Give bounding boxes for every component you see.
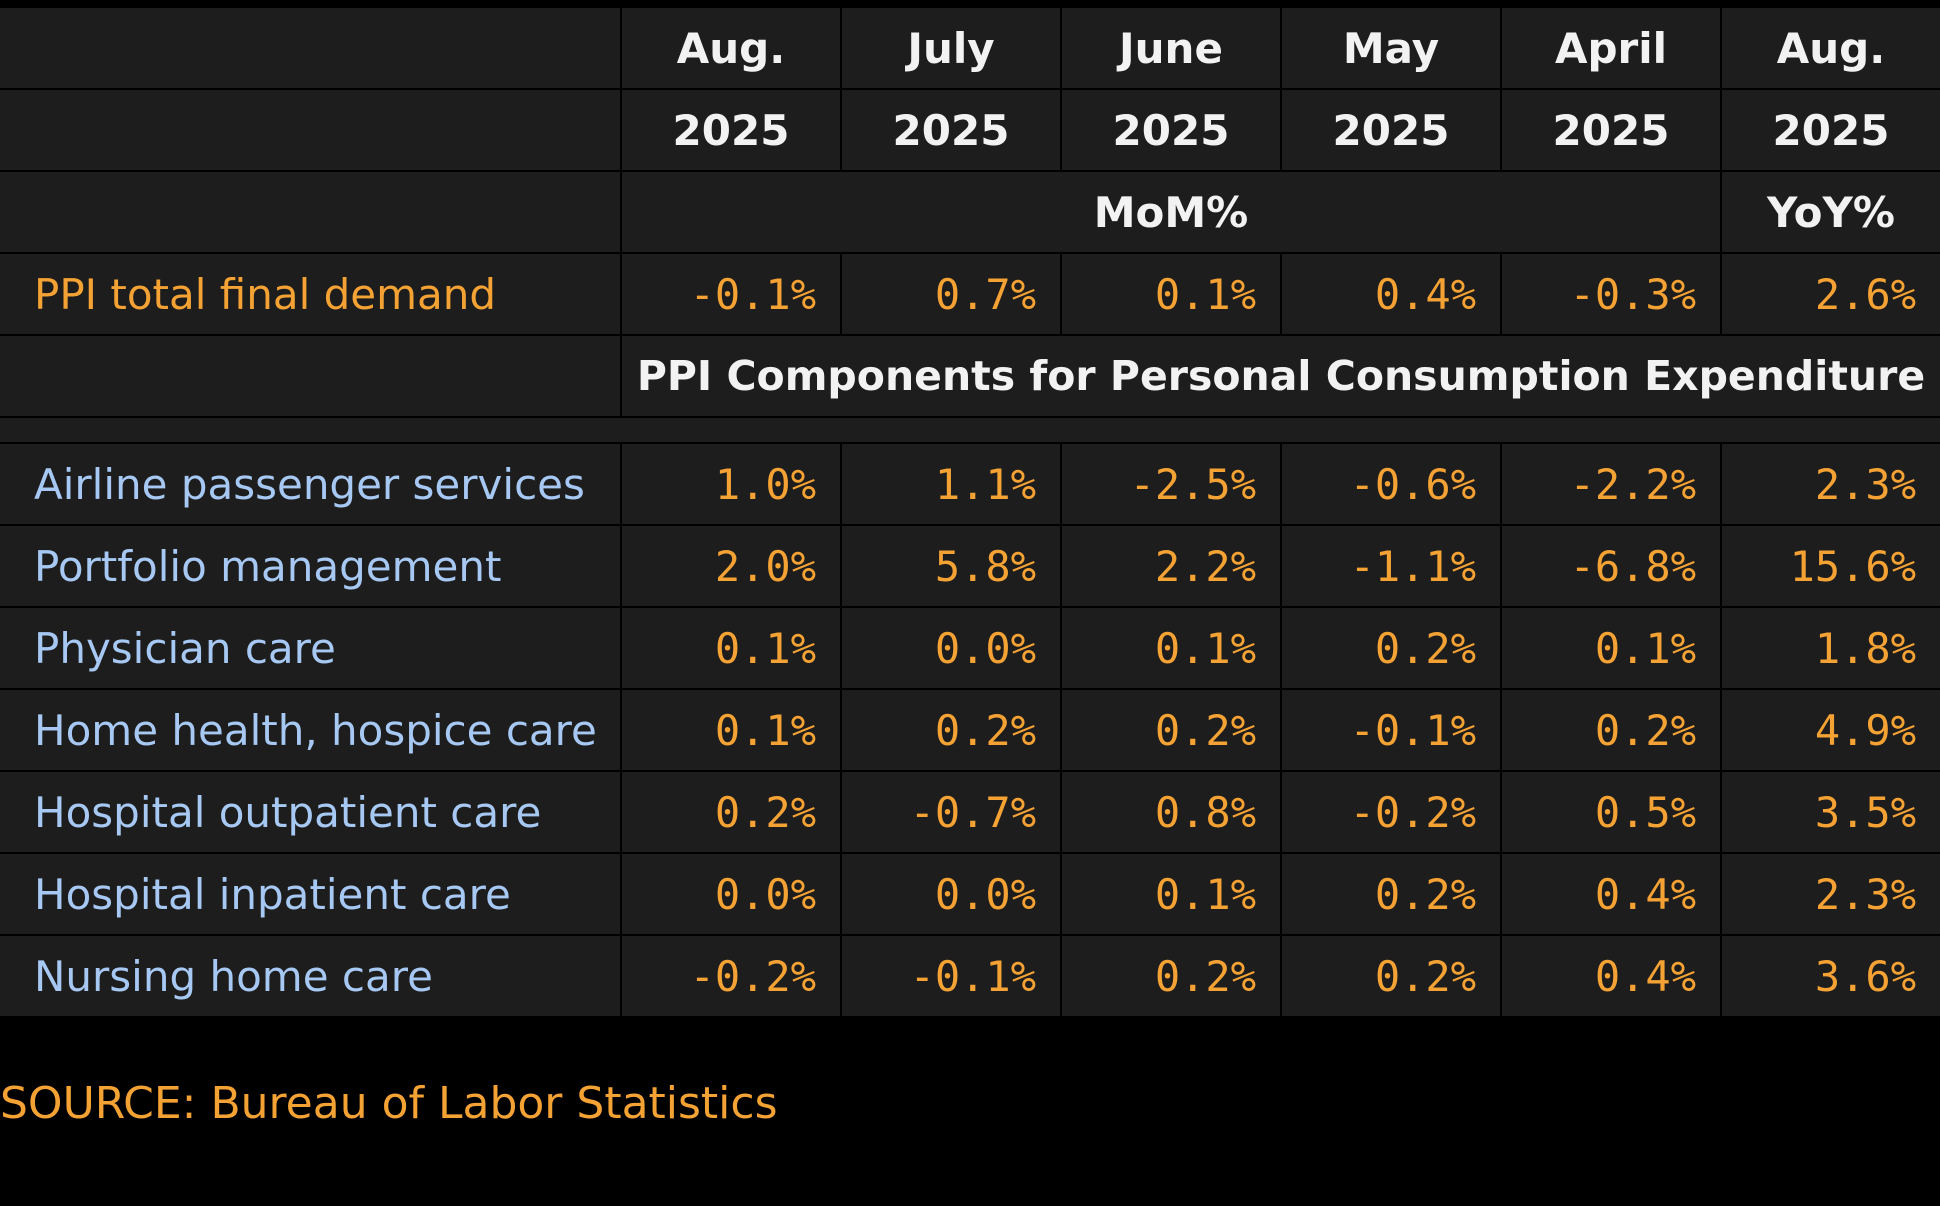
component-row-label: Hospital inpatient care: [0, 854, 620, 934]
column-month-header: Aug.: [622, 8, 840, 88]
column-month-header: May: [1282, 8, 1500, 88]
component-value: -0.2%: [1282, 772, 1500, 852]
header-corner-measure: [0, 172, 620, 252]
column-year-header: 2025: [842, 90, 1060, 170]
component-value: -0.6%: [1282, 444, 1500, 524]
component-value: 1.8%: [1722, 608, 1940, 688]
component-value: 2.3%: [1722, 854, 1940, 934]
component-value: 5.8%: [842, 526, 1060, 606]
column-year-header: 2025: [1722, 90, 1940, 170]
column-year-header: 2025: [1282, 90, 1500, 170]
component-value: 0.8%: [1062, 772, 1280, 852]
component-value: 0.5%: [1502, 772, 1720, 852]
column-year-header: 2025: [1062, 90, 1280, 170]
header-corner-month: [0, 8, 620, 88]
component-value: 0.2%: [1282, 608, 1500, 688]
component-row-label: Airline passenger services: [0, 444, 620, 524]
component-value: 0.2%: [1502, 690, 1720, 770]
component-value: -2.5%: [1062, 444, 1280, 524]
section-title: PPI Components for Personal Consumption …: [622, 336, 1940, 416]
component-value: -0.7%: [842, 772, 1060, 852]
component-row-label: Portfolio management: [0, 526, 620, 606]
component-value: -1.1%: [1282, 526, 1500, 606]
component-value: -0.2%: [622, 936, 840, 1016]
component-value: 3.6%: [1722, 936, 1940, 1016]
source-note: SOURCE: Bureau of Labor Statistics: [0, 1078, 778, 1129]
component-value: 0.0%: [842, 854, 1060, 934]
headline-value: -0.1%: [622, 254, 840, 334]
component-value: 0.1%: [622, 608, 840, 688]
yoy-label: YoY%: [1722, 172, 1940, 252]
component-value: 2.0%: [622, 526, 840, 606]
component-value: 0.1%: [1062, 608, 1280, 688]
component-value: 0.0%: [842, 608, 1060, 688]
component-value: 1.1%: [842, 444, 1060, 524]
component-value: 0.0%: [622, 854, 840, 934]
mom-label: MoM%: [622, 172, 1720, 252]
component-value: 4.9%: [1722, 690, 1940, 770]
section-corner: [0, 336, 620, 416]
ppi-table: Aug. July June May April Aug. 2025 2025 2025 2025…: [0, 8, 1940, 1016]
component-row-label: Physician care: [0, 608, 620, 688]
headline-value: 2.6%: [1722, 254, 1940, 334]
component-value: 2.3%: [1722, 444, 1940, 524]
component-row-label: Nursing home care: [0, 936, 620, 1016]
headline-value: -0.3%: [1502, 254, 1720, 334]
header-corner-year: [0, 90, 620, 170]
component-value: 0.2%: [1282, 854, 1500, 934]
component-value: 3.5%: [1722, 772, 1940, 852]
component-value: 0.2%: [1282, 936, 1500, 1016]
component-row-label: Home health, hospice care: [0, 690, 620, 770]
column-month-header: June: [1062, 8, 1280, 88]
component-value: -0.1%: [842, 936, 1060, 1016]
component-value: 0.4%: [1502, 854, 1720, 934]
component-value: 0.2%: [842, 690, 1060, 770]
column-month-header: Aug.: [1722, 8, 1940, 88]
component-value: -6.8%: [1502, 526, 1720, 606]
component-value: 0.2%: [1062, 690, 1280, 770]
component-row-label: Hospital outpatient care: [0, 772, 620, 852]
headline-row-label: PPI total final demand: [0, 254, 620, 334]
component-value: 0.2%: [622, 772, 840, 852]
component-value: 0.1%: [622, 690, 840, 770]
component-value: -2.2%: [1502, 444, 1720, 524]
component-value: 2.2%: [1062, 526, 1280, 606]
component-value: -0.1%: [1282, 690, 1500, 770]
component-value: 0.4%: [1502, 936, 1720, 1016]
column-year-header: 2025: [1502, 90, 1720, 170]
headline-value: 0.7%: [842, 254, 1060, 334]
row-spacer: [0, 418, 1940, 442]
component-value: 0.1%: [1062, 854, 1280, 934]
component-value: 1.0%: [622, 444, 840, 524]
column-year-header: 2025: [622, 90, 840, 170]
headline-value: 0.4%: [1282, 254, 1500, 334]
component-value: 0.2%: [1062, 936, 1280, 1016]
headline-value: 0.1%: [1062, 254, 1280, 334]
column-month-header: July: [842, 8, 1060, 88]
component-value: 0.1%: [1502, 608, 1720, 688]
column-month-header: April: [1502, 8, 1720, 88]
component-value: 15.6%: [1722, 526, 1940, 606]
